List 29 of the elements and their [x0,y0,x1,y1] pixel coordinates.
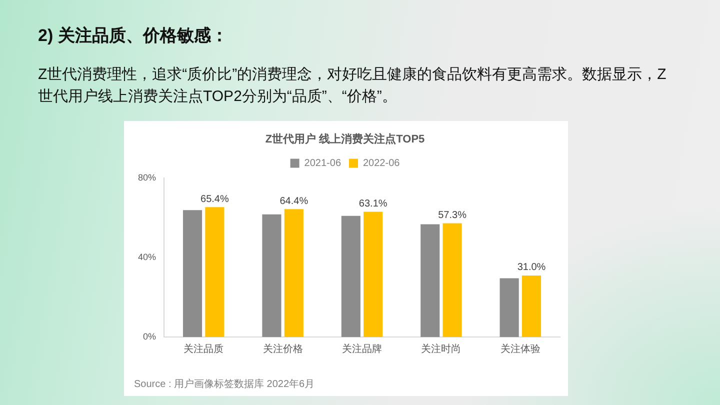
bar [522,275,542,337]
bar [341,216,360,337]
data-label: 31.0% [517,262,546,274]
chart-title: Z世代用户 线上消费关注点TOP5 [265,132,425,146]
legend-label: 2021-06 [304,158,342,169]
y-tick-label: 0% [143,331,156,342]
bar [284,209,304,337]
bar [182,210,202,337]
bar [205,207,224,337]
source-note: Source : 用户画像标签数据库 2022年6月 [134,378,315,391]
data-label: 57.3% [438,210,467,222]
x-tick-label: 关注品牌 [342,342,382,355]
bar [262,214,282,337]
legend-label: 2022-06 [363,158,400,169]
bar [500,278,519,337]
text: 2) 关注品质、价格敏感： [38,25,228,47]
data-label: 64.4% [280,196,308,207]
y-tick-label: 80% [138,172,156,183]
x-tick-label: 关注时尚 [421,342,462,355]
bar [420,224,440,337]
x-tick-label: 关注价格 [262,342,303,355]
text: Z世代消费理性，追求“质价比”的消费理念，对好吃且健康的食品饮料有更高需求。数据显示，Z世代用户线上消费关注点TOP2分别为“品质”、“价格”。 [38,65,668,107]
x-tick-label: 关注体验 [500,342,540,355]
x-tick-label: 关注品质 [184,342,224,355]
y-tick-label: 40% [138,252,156,262]
bar [442,223,462,337]
bar [364,212,383,337]
data-label: 63.1% [358,198,388,210]
data-label: 65.4% [200,194,229,205]
